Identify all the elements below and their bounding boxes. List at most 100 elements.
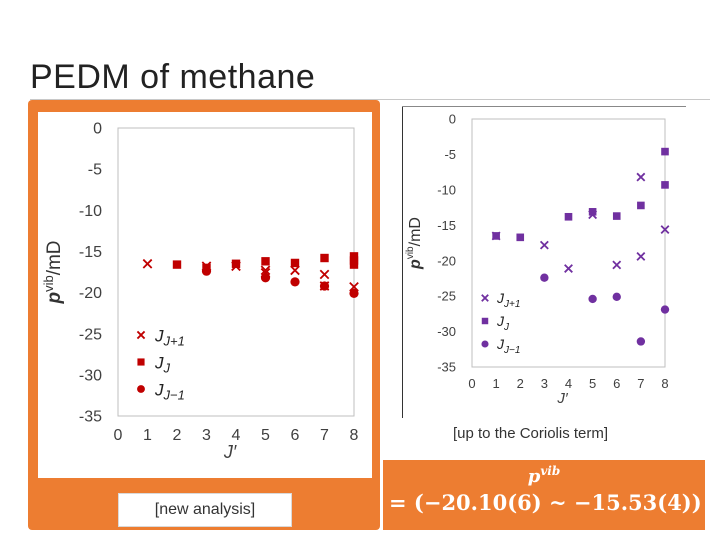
left-legend-subscript: J	[163, 360, 171, 375]
left-x-tick-label: 6	[291, 427, 300, 444]
right-point-square	[516, 233, 525, 242]
right-chart-edge	[402, 106, 403, 418]
title-divider	[30, 99, 710, 100]
right-point-square	[564, 212, 573, 221]
result-p-superscript: vib	[540, 464, 561, 478]
left-y-tick-label: -5	[88, 162, 102, 179]
right-point-square	[661, 147, 669, 156]
result-box: pvib = (−20.10(6) ~ −15.53(4)) mD	[383, 460, 720, 530]
left-point-x	[142, 258, 153, 269]
left-legend-label: JJ	[154, 353, 171, 375]
left-legend-symbol: J	[154, 380, 164, 399]
left-chart-area: 0 -5 -10 -15 -20 -25 -30 -35 0 1 2 3 4 5 6 7 8 J′ pvib/mD J…	[38, 112, 372, 478]
right-legend-subscript: J+1	[503, 299, 520, 310]
left-legend-marker-x	[136, 330, 146, 340]
right-point-x	[660, 225, 670, 234]
right-x-axis-label: J′	[556, 390, 569, 407]
right-y-tick-label: -15	[437, 218, 456, 233]
right-y-tick-label: -5	[444, 147, 456, 162]
left-x-tick-label: 3	[202, 427, 211, 444]
right-point-square	[637, 201, 645, 210]
new-analysis-label: [new analysis]	[154, 501, 256, 518]
left-y-tick-label: -30	[79, 367, 102, 384]
left-x-tick-label: 8	[350, 427, 359, 444]
left-point-square	[349, 260, 359, 269]
right-legend-marker-circle	[481, 340, 489, 348]
right-point-circle	[636, 337, 646, 346]
right-legend-symbol: J	[496, 313, 505, 329]
right-point-x	[539, 240, 549, 250]
left-x-tick-label: 7	[320, 427, 329, 444]
right-legend-marker-x	[481, 294, 489, 302]
right-y-axis-superscript: vib	[405, 246, 416, 259]
left-y-tick-label: -15	[79, 244, 102, 261]
new-analysis-note: [new analysis]	[118, 493, 292, 527]
left-y-tick-label: 0	[93, 121, 102, 138]
right-point-x	[636, 252, 646, 261]
right-point-circle	[540, 273, 549, 282]
right-point-square	[612, 212, 621, 220]
right-point-circle	[660, 305, 670, 314]
right-x-tick-label: 6	[613, 376, 620, 391]
left-legend-symbol: J	[154, 353, 164, 372]
left-point-x	[260, 265, 271, 276]
left-legend-subscript: J+1	[163, 333, 185, 348]
right-point-x	[636, 172, 646, 182]
right-legend-subscript: J	[503, 322, 510, 333]
left-y-tick-label: -25	[79, 326, 102, 343]
right-point-square	[588, 208, 597, 216]
left-point-square	[290, 258, 300, 268]
left-point-x	[319, 269, 330, 280]
right-y-tick-label: -25	[437, 289, 456, 304]
left-point-circle	[349, 288, 359, 299]
right-y-tick-label: 0	[449, 112, 456, 127]
left-x-axis-label: J′	[223, 442, 237, 462]
right-legend-label: JJ−1	[496, 336, 520, 356]
left-plot-frame	[117, 127, 355, 417]
right-y-tick-label: -35	[437, 360, 456, 375]
right-x-tick-label: 7	[637, 376, 644, 391]
left-point-square	[172, 260, 182, 269]
left-x-tick-label: 4	[232, 427, 241, 444]
left-legend-label: JJ−1	[154, 380, 185, 402]
left-point-x	[290, 265, 300, 276]
left-y-axis-symbol: p	[44, 292, 65, 305]
right-y-tick-label: -10	[437, 182, 456, 197]
left-point-square	[231, 259, 241, 268]
right-point-x	[612, 260, 622, 270]
left-scatter-chart: 0 -5 -10 -15 -20 -25 -30 -35 0 1 2 3 4 5 6 7 8 J′ pvib/mD J…	[41, 121, 359, 462]
right-chart-top-edge	[402, 106, 686, 107]
right-y-axis-symbol: p	[407, 259, 424, 270]
result-p-symbol: p	[527, 466, 541, 487]
left-point-circle	[319, 281, 330, 291]
right-legend-label: JJ	[496, 313, 510, 333]
left-x-tick-label: 2	[173, 427, 182, 444]
right-point-x	[564, 264, 573, 273]
left-y-tick-label: -35	[79, 409, 102, 426]
right-x-tick-label: 5	[589, 376, 596, 391]
left-legend-label: JJ+1	[154, 326, 185, 348]
left-legend-marker-square	[137, 358, 145, 366]
right-y-axis-label: pvib/mD	[405, 217, 424, 270]
left-legend-symbol: J	[154, 326, 164, 345]
coriolis-note: [up to the Coriolis term]	[453, 425, 609, 442]
left-y-axis-superscript: vib	[41, 275, 56, 292]
left-point-circle	[290, 277, 300, 287]
left-x-tick-label: 0	[114, 427, 123, 444]
left-x-tick-label: 1	[143, 427, 152, 444]
right-point-circle	[612, 292, 621, 302]
slide-title: PEDM of methane	[30, 58, 316, 96]
left-legend-subscript: J−1	[163, 387, 185, 402]
right-y-axis-unit: /mD	[407, 217, 424, 246]
left-y-tick-label: -20	[79, 285, 102, 302]
right-x-tick-label: 3	[541, 376, 548, 391]
left-point-square	[261, 257, 270, 266]
right-legend-subscript: J−1	[503, 345, 520, 356]
left-y-axis-unit: /mD	[44, 240, 65, 275]
right-legend-symbol: J	[496, 290, 505, 306]
right-x-tick-label: 8	[661, 376, 668, 391]
result-symbol: pvib	[383, 464, 705, 487]
right-point-square	[492, 232, 500, 240]
left-point-circle	[201, 266, 212, 276]
left-point-x	[349, 281, 359, 292]
